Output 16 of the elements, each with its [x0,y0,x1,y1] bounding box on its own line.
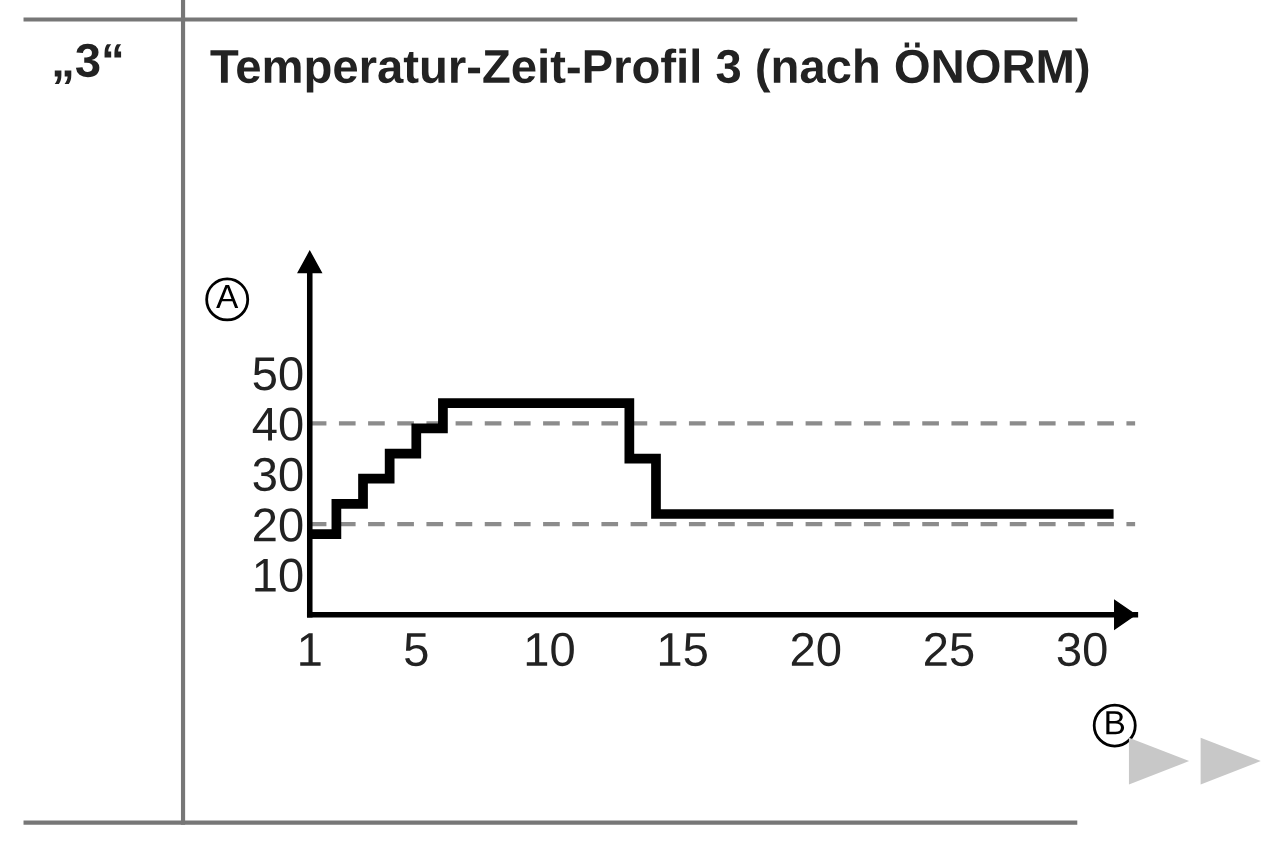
y-tick-label: 10 [255,558,303,593]
x-tick-label: 30 [1057,632,1107,667]
x-tick-label: 10 [526,632,574,667]
y-axis-title: A [216,285,239,309]
x-tick-label: 5 [405,633,428,667]
x-tick-label: 15 [659,633,707,667]
x-tick-label: 25 [925,632,974,667]
y-tick-label: 40 [252,407,303,441]
x-tick-label: 1 [300,633,321,666]
text: „3“ [54,43,122,84]
chart-title: Temperatur-Zeit-Profil 3 (nach ÖNORM) [210,42,1089,93]
x-axis-title: B [1106,711,1125,735]
y-tick-label: 30 [253,457,303,492]
y-tick-label: 50 [253,357,303,391]
x-tick-label: 20 [791,632,841,667]
y-tick-label: 20 [254,508,303,542]
